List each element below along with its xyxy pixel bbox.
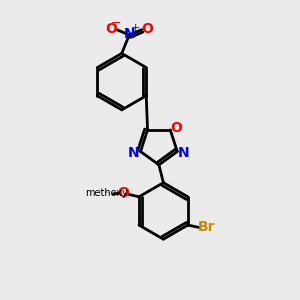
Text: O: O (141, 22, 153, 36)
Text: −: − (111, 16, 121, 30)
Text: Br: Br (198, 220, 216, 234)
Text: O: O (105, 22, 117, 36)
Text: O: O (170, 122, 182, 135)
Text: N: N (178, 146, 190, 160)
Text: +: + (131, 23, 140, 33)
Text: N: N (124, 27, 136, 41)
Text: N: N (128, 146, 140, 160)
Text: methoxy: methoxy (105, 192, 111, 193)
Text: O: O (118, 186, 129, 200)
Text: methoxy: methoxy (85, 188, 128, 198)
